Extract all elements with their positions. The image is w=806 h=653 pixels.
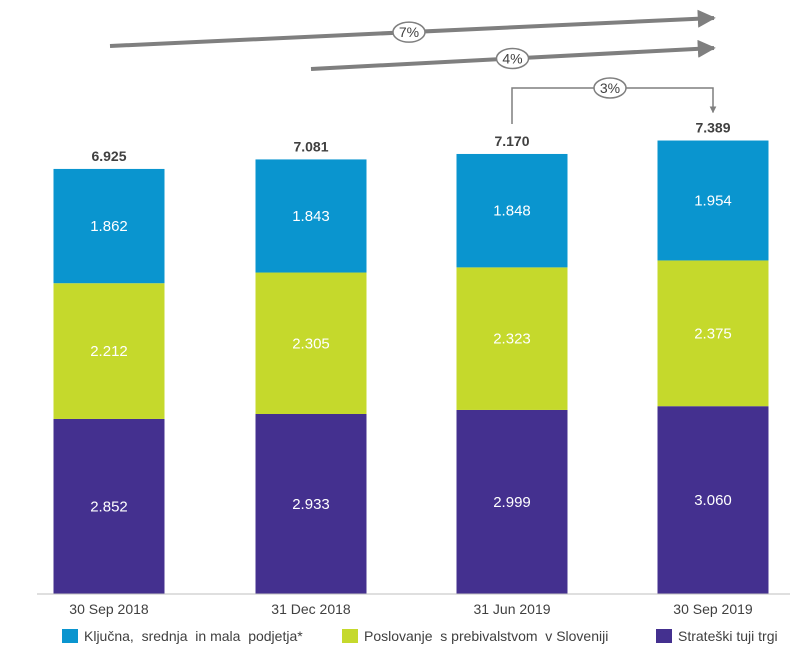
growth-percent-label: 7% bbox=[399, 24, 419, 40]
bar-segment bbox=[53, 168, 165, 284]
bar-segment bbox=[657, 140, 769, 261]
x-tick-label: 30 Sep 2019 bbox=[673, 601, 753, 617]
segment-value-label: 3.060 bbox=[694, 492, 732, 509]
legend: Ključna, srednja in mala podjetja* Poslov… bbox=[62, 628, 778, 644]
segment-value-label: 2.212 bbox=[90, 343, 128, 360]
bar-segment bbox=[255, 413, 367, 594]
segment-value-label: 1.862 bbox=[90, 218, 128, 235]
legend-swatch bbox=[62, 629, 78, 643]
segment-value-label: 2.999 bbox=[493, 494, 531, 511]
growth-badge bbox=[495, 47, 530, 70]
growth-percent-label: 4% bbox=[502, 51, 522, 67]
bar-total-label: 7.170 bbox=[494, 133, 529, 149]
legend-item: Ključna, srednja in mala podjetja* bbox=[62, 628, 303, 644]
segment-value-label: 1.954 bbox=[694, 192, 732, 209]
segment-value-label: 1.843 bbox=[292, 208, 330, 225]
x-tick-label: 31 Dec 2018 bbox=[271, 601, 351, 617]
legend-item: Poslovanje s prebivalstvom v Sloveniji bbox=[342, 628, 608, 644]
growth-annotations: 7% 4% 3% bbox=[109, 9, 717, 124]
x-tick-label: 31 Jun 2019 bbox=[473, 601, 550, 617]
bar-segment bbox=[53, 418, 165, 594]
growth-badge bbox=[593, 77, 627, 99]
legend-label: Poslovanje s prebivalstvom v Sloveniji bbox=[364, 628, 608, 644]
growth-percent-label: 3% bbox=[600, 80, 620, 96]
bar-total-label: 6.925 bbox=[91, 148, 126, 164]
segment-value-label: 2.933 bbox=[292, 496, 330, 513]
legend-item: Strateški tuji trgi bbox=[656, 628, 778, 644]
bars-layer: 2.852 2.212 1.862 6.925 2.933 2.305 1.843 7.081… bbox=[53, 120, 769, 594]
bar-segment bbox=[657, 406, 769, 594]
legend-label: Strateški tuji trgi bbox=[678, 628, 778, 644]
bar-segment bbox=[657, 260, 769, 407]
x-tick-label: 30 Sep 2018 bbox=[69, 601, 149, 617]
segment-value-label: 2.305 bbox=[292, 335, 330, 352]
segment-value-label: 2.375 bbox=[694, 325, 732, 342]
bar-total-label: 7.081 bbox=[293, 138, 328, 154]
bar-total-label: 7.389 bbox=[695, 120, 730, 136]
x-axis-labels: 30 Sep 2018 31 Dec 2018 31 Jun 2019 30 Sep … bbox=[69, 601, 753, 617]
bar-segment bbox=[255, 272, 367, 414]
bar-segment bbox=[53, 283, 165, 419]
bar-segment bbox=[456, 267, 568, 410]
bar-segment bbox=[456, 153, 568, 268]
legend-label: Ključna, srednja in mala podjetja* bbox=[84, 628, 303, 644]
segment-value-label: 1.848 bbox=[493, 203, 531, 220]
segment-value-label: 2.852 bbox=[90, 498, 128, 515]
bar-segment bbox=[255, 159, 367, 273]
legend-swatch bbox=[342, 629, 358, 643]
growth-badge bbox=[392, 21, 426, 43]
legend-swatch bbox=[656, 629, 672, 643]
bar-segment bbox=[456, 409, 568, 594]
segment-value-label: 2.323 bbox=[493, 331, 531, 348]
